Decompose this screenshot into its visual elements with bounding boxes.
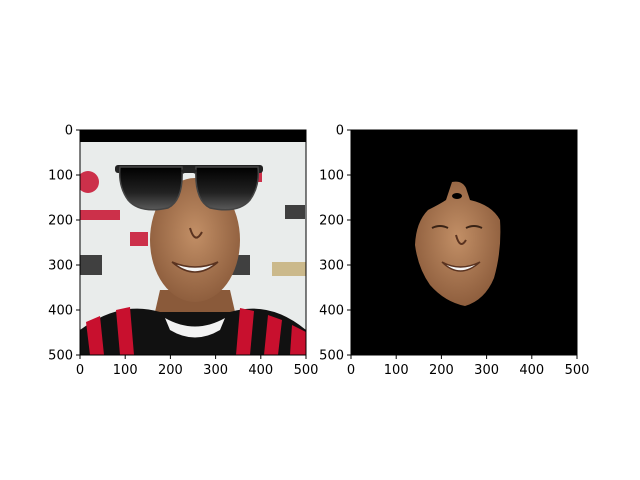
right-lens	[195, 166, 260, 211]
left-x-tick-label: 500	[294, 363, 319, 378]
left-x-tick-label: 200	[158, 363, 183, 378]
left-x-tick-label: 100	[113, 363, 138, 378]
right-x-tick-label: 0	[347, 363, 355, 378]
right-y-tick-label: 500	[319, 349, 344, 364]
left-y-tick-label: 300	[48, 259, 73, 274]
right-y-tick-label: 200	[319, 214, 344, 229]
masked-smile	[441, 261, 481, 272]
left-image	[80, 130, 306, 355]
sunglasses	[115, 165, 263, 211]
right-x-tick-label: 100	[384, 363, 409, 378]
right-image	[351, 130, 577, 355]
left-lens	[118, 166, 183, 211]
left-y-tick-label: 500	[48, 349, 73, 364]
left-x-tick-label: 300	[203, 363, 228, 378]
right-x-tick-label: 500	[565, 363, 590, 378]
mask-hole	[452, 193, 462, 199]
right-y-tick-label: 100	[319, 169, 344, 184]
left-x-tick-label: 400	[248, 363, 273, 378]
masked-face	[415, 181, 501, 306]
left-y-tick-label: 200	[48, 214, 73, 229]
left-x-tick-label: 0	[76, 363, 84, 378]
left-axes-frame	[79, 129, 307, 356]
left-y-tick-label: 400	[48, 304, 73, 319]
right-y-tick-label: 300	[319, 259, 344, 274]
left-y-tick-label: 0	[65, 124, 73, 139]
collar	[165, 318, 225, 338]
jersey-stripes	[86, 307, 306, 355]
right-x-tick-label: 300	[474, 363, 499, 378]
masked-eyes	[431, 225, 483, 229]
left-y-tick-label: 100	[48, 169, 73, 184]
right-x-tick-label: 200	[429, 363, 454, 378]
right-y-tick-label: 400	[319, 304, 344, 319]
right-x-tick-label: 400	[519, 363, 544, 378]
nose	[189, 227, 203, 239]
masked-nose	[455, 234, 467, 245]
smile	[171, 261, 219, 273]
top-black-band	[80, 130, 306, 142]
right-axes-frame	[350, 129, 578, 356]
right-y-tick-label: 0	[336, 124, 344, 139]
